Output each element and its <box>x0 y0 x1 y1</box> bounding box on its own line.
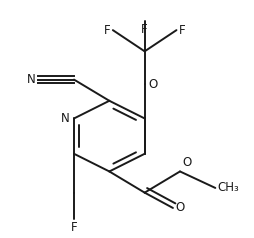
Text: CH₃: CH₃ <box>218 181 240 194</box>
Text: F: F <box>141 23 148 36</box>
Text: N: N <box>60 112 69 125</box>
Text: O: O <box>175 201 185 214</box>
Text: F: F <box>104 24 110 37</box>
Text: F: F <box>71 221 77 234</box>
Text: F: F <box>179 24 185 37</box>
Text: N: N <box>26 73 35 86</box>
Text: O: O <box>148 78 157 91</box>
Text: O: O <box>182 156 192 169</box>
